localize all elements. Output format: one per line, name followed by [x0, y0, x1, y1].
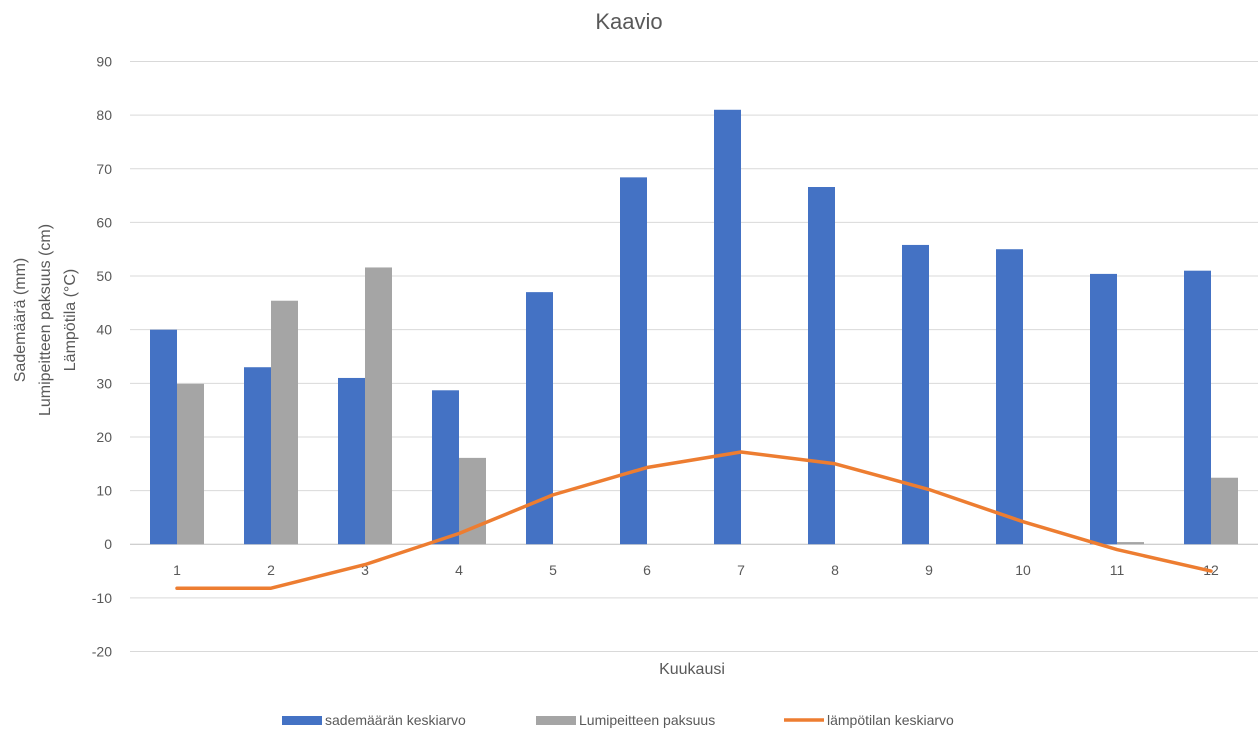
chart-title: Kaavio: [595, 9, 662, 34]
x-tick-label: 11: [1110, 562, 1125, 578]
bar-precipitation: [150, 329, 177, 545]
legend-label-temperature: lämpötilan keskiarvo: [827, 712, 954, 728]
line-series: [175, 450, 1213, 590]
bar-precipitation: [338, 377, 365, 545]
x-tick-label: 8: [831, 562, 839, 578]
y-tick-label: 10: [96, 483, 112, 499]
y-tick-label: 70: [96, 161, 112, 177]
x-tick-label: 1: [173, 562, 181, 578]
x-tick-label: 3: [361, 562, 369, 578]
y-tick-label: 80: [96, 107, 112, 123]
x-tick-label: 4: [455, 562, 463, 578]
bar-precipitation: [902, 244, 929, 545]
y-tick-label: 20: [96, 429, 112, 445]
x-axis-title: Kuukausi: [659, 661, 725, 678]
bar-precipitation: [620, 177, 647, 545]
legend-swatch-snow-depth: [536, 716, 576, 725]
x-tick-label: 6: [643, 562, 651, 578]
bar-series: [150, 109, 1238, 545]
bar-snow-depth: [365, 267, 392, 545]
x-tick-label: 10: [1015, 562, 1031, 578]
y-tick-label: 90: [96, 54, 112, 70]
y-tick-label: -10: [92, 590, 112, 606]
x-axis-ticks: 1 2 3 4 5 6 7 8 9 10 11 12: [173, 562, 1219, 578]
y-tick-label: 30: [96, 375, 112, 391]
bar-snow-depth: [177, 383, 204, 545]
y-tick-label: -20: [92, 644, 112, 660]
y-axis-title: Sademäärä (mm) Lumipeitteen paksuus (cm)…: [12, 224, 79, 416]
gridlines: [130, 61, 1258, 652]
temperature-line: [175, 450, 1213, 590]
bar-precipitation: [244, 367, 271, 545]
bar-precipitation: [432, 390, 459, 545]
legend-swatch-precipitation: [282, 716, 322, 725]
bar-precipitation: [1184, 270, 1211, 545]
y-tick-label: 50: [96, 268, 112, 284]
y-tick-label: 60: [96, 214, 112, 230]
y-tick-label: 40: [96, 322, 112, 338]
bar-snow-depth: [1211, 477, 1238, 545]
x-tick-label: 9: [925, 562, 933, 578]
bar-precipitation: [808, 187, 835, 545]
x-tick-label: 7: [737, 562, 745, 578]
bar-precipitation: [1090, 273, 1117, 545]
bar-precipitation: [526, 292, 553, 545]
y-axis-title-line-3: Lämpötila (°C): [62, 269, 79, 371]
y-tick-label: 0: [104, 536, 112, 552]
y-axis-title-line-2: Lumipeitteen paksuus (cm): [37, 224, 54, 416]
x-tick-label: 2: [267, 562, 275, 578]
legend: sademäärän keskiarvo Lumipeitteen paksuu…: [282, 712, 954, 728]
bar-snow-depth: [271, 300, 298, 545]
x-tick-label: 5: [549, 562, 557, 578]
bar-precipitation: [996, 249, 1023, 545]
y-axis-title-line-1: Sademäärä (mm): [12, 258, 29, 382]
bar-snow-depth: [1117, 542, 1144, 545]
y-axis-ticks: -20 -10 0 10 20 30 40 50 60 70 80 90: [92, 54, 112, 660]
legend-label-precipitation: sademäärän keskiarvo: [325, 712, 466, 728]
bar-precipitation: [714, 109, 741, 545]
legend-label-snow-depth: Lumipeitteen paksuus: [579, 712, 715, 728]
